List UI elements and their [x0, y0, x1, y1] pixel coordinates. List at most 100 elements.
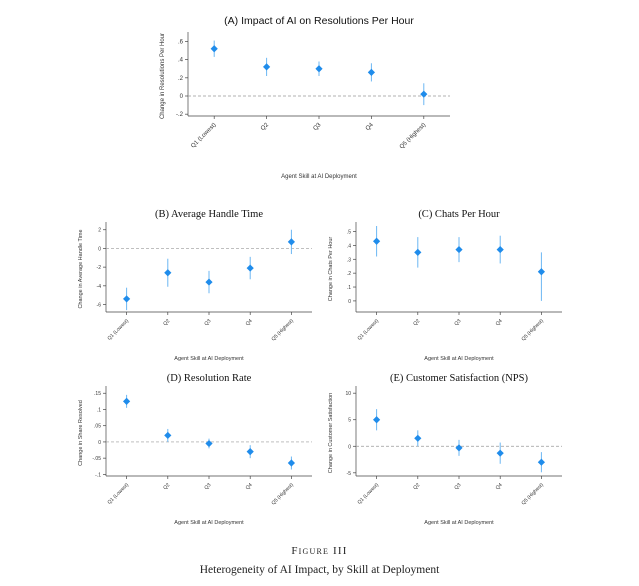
data-point [123, 295, 131, 303]
data-point [496, 245, 504, 254]
data-point [123, 397, 131, 405]
y-tick-label: 0 [348, 299, 351, 305]
data-point [246, 448, 254, 456]
x-tick-label: Q3 [203, 318, 212, 327]
y-tick-label: -.2 [176, 112, 184, 118]
y-tick-label: .1 [347, 285, 351, 291]
x-tick-label: Q3 [453, 482, 462, 491]
data-point [315, 65, 323, 73]
y-axis-label: Change in Customer Satisfaction [328, 393, 334, 473]
y-tick-label: -.05 [92, 456, 101, 462]
y-tick-label: .3 [347, 257, 351, 263]
chart-d-svg: (D) Resolution Rate -.1 -.05 0 .05 .1 .15 Chang… [78, 373, 312, 526]
chart-title: (B) Average Handle Time [155, 209, 263, 220]
y-tick-label: -6 [97, 303, 102, 309]
data-point [210, 45, 218, 53]
figure-label: Figure III [291, 545, 348, 557]
data-point [537, 268, 545, 276]
x-tick-label: Q2 [260, 122, 270, 132]
x-tick-label: Q1 (Lowest) [357, 482, 381, 506]
data-point [367, 68, 375, 76]
x-tick-label: Q1 (Lowest) [190, 122, 217, 149]
y-tick-label: 0 [348, 444, 351, 450]
x-tick-label: Q4 [495, 318, 504, 327]
chart-panel-c: (C) Chats Per Hour 0 .1 .2 .3 .4 .5 Change in C… [322, 202, 568, 368]
x-tick-label: Q1 (Lowest) [107, 318, 131, 342]
data-point [263, 63, 271, 71]
x-tick-label: Q4 [245, 318, 254, 327]
chart-title: (A) Impact of AI on Resolutions Per Hour [224, 15, 414, 27]
data-point [496, 449, 504, 457]
y-axis-label: Change in Chats Per Hour [328, 237, 334, 302]
x-tick-label: Q5 (Highest) [399, 122, 427, 150]
x-tick-label: Q4 [245, 482, 254, 491]
y-tick-label: 0 [180, 94, 184, 100]
x-tick-label: Q2 [162, 318, 171, 327]
y-axis-label: Change in Share Resolved [78, 400, 84, 466]
data-point [373, 237, 381, 245]
y-tick-label: 2 [98, 228, 101, 234]
y-tick-label: 0 [98, 246, 101, 252]
chart-e-svg: (E) Customer Satisfaction (NPS) -5 0 5 10 Cha… [328, 373, 562, 526]
x-tick-label: Q2 [412, 318, 421, 327]
y-tick-label: .4 [178, 58, 184, 64]
x-tick-label: Q4 [495, 482, 504, 491]
y-axis-label: Change in Average Handle Time [78, 229, 84, 308]
y-tick-label: -2 [97, 265, 102, 271]
y-tick-label: .1 [97, 407, 101, 413]
chart-panel-e: (E) Customer Satisfaction (NPS) -5 0 5 10 Cha… [322, 366, 568, 532]
chart-panel-d: (D) Resolution Rate -.1 -.05 0 .05 .1 .15 Chang… [72, 366, 318, 532]
x-axis-label: Agent Skill at AI Deployment [174, 356, 244, 362]
x-tick-label: Q3 [203, 482, 212, 491]
chart-panel-b: (B) Average Handle Time -6 -4 -2 0 2 Change in… [72, 202, 318, 368]
x-tick-label: Q3 [313, 122, 323, 132]
y-tick-label: 10 [345, 391, 351, 397]
y-tick-label: .2 [347, 271, 351, 277]
data-point [414, 434, 422, 442]
y-axis-label: Change in Resolutions Per Hour [160, 33, 166, 119]
y-tick-label: 5 [348, 418, 351, 424]
y-tick-label: 0 [98, 440, 101, 446]
x-tick-label: Q4 [365, 122, 375, 132]
data-point [420, 90, 428, 98]
x-tick-label: Q5 (Highest) [271, 482, 296, 507]
data-point [246, 264, 254, 272]
y-tick-label: .2 [178, 76, 184, 82]
x-tick-label: Q5 (Highest) [521, 318, 546, 343]
chart-title: (E) Customer Satisfaction (NPS) [390, 373, 528, 384]
y-tick-label: .5 [347, 230, 351, 236]
data-point [373, 416, 381, 424]
x-tick-label: Q2 [162, 482, 171, 491]
data-point [287, 459, 295, 467]
data-point [164, 431, 172, 440]
x-tick-label: Q5 (Highest) [521, 482, 546, 507]
chart-b-svg: (B) Average Handle Time -6 -4 -2 0 2 Change in… [78, 209, 312, 362]
y-tick-label: -.1 [95, 472, 101, 478]
x-tick-label: Q1 (Lowest) [357, 318, 381, 342]
x-axis-label: Agent Skill at AI Deployment [424, 520, 494, 526]
data-point [537, 458, 545, 466]
y-tick-label: .4 [347, 243, 351, 249]
chart-a-svg: (A) Impact of AI on Resolutions Per Hour… [160, 15, 450, 180]
data-point [164, 269, 172, 277]
x-tick-label: Q5 (Highest) [271, 318, 296, 343]
figure-title: Heterogeneity of AI Impact, by Skill at … [199, 564, 440, 576]
chart-title: (C) Chats Per Hour [418, 209, 500, 220]
x-axis-label: Agent Skill at AI Deployment [174, 520, 244, 526]
x-axis-label: Agent Skill at AI Deployment [424, 356, 494, 362]
y-tick-label: .6 [178, 39, 184, 45]
chart-title: (D) Resolution Rate [167, 373, 252, 384]
data-point [455, 245, 463, 254]
data-point [287, 238, 295, 246]
chart-c-svg: (C) Chats Per Hour 0 .1 .2 .3 .4 .5 Change in C… [328, 209, 562, 362]
x-tick-label: Q2 [412, 482, 421, 491]
data-point [414, 248, 422, 256]
x-tick-label: Q3 [453, 318, 462, 327]
x-axis-label: Agent Skill at AI Deployment [281, 174, 357, 180]
data-point [205, 278, 213, 286]
y-tick-label: .15 [94, 391, 101, 397]
data-point [455, 444, 463, 452]
y-tick-label: -4 [97, 284, 102, 290]
x-tick-label: Q1 (Lowest) [107, 482, 131, 506]
chart-panel-a: (A) Impact of AI on Resolutions Per Hour… [140, 8, 460, 188]
